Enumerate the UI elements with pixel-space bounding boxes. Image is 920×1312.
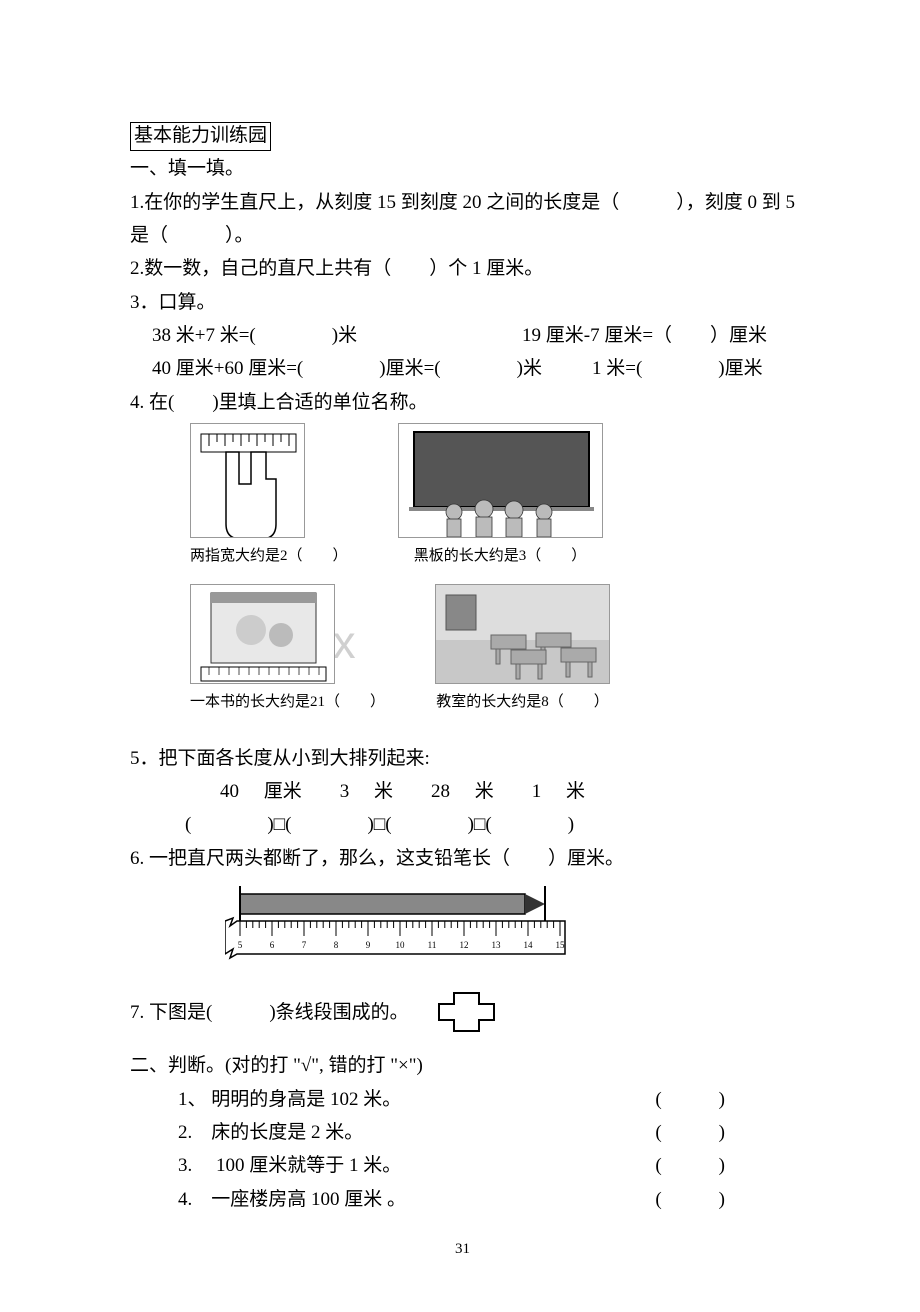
q2: 2.数一数，自己的直尺上共有（ ）个 1 厘米。 [130, 253, 795, 284]
q4-row2: 一本书的长大约是21（ ） 教室的长大约是8（ ） [190, 584, 795, 715]
svg-text:10: 10 [396, 940, 406, 950]
q5-values: 40 厘米 3 米 28 米 1 米 [130, 776, 795, 807]
q7-title: 7. 下图是( )条线段围成的。 [130, 997, 409, 1028]
q3-row2: 40 厘米+60 厘米=( )厘米=( )米 1 米=( )厘米 [130, 353, 795, 384]
header-box-wrap: 基本能力训练园 [130, 120, 795, 151]
q4-cell3: 一本书的长大约是21（ ） [190, 584, 385, 715]
svg-text:6: 6 [270, 940, 275, 950]
q4-cell1: 两指宽大约是2（ ） [190, 423, 348, 569]
broken-ruler-figure: 5 6 7 8 9 10 11 12 13 14 15 [225, 886, 795, 976]
q4-cap4: 教室的长大约是8（ ） [435, 690, 610, 715]
page-number: 31 [130, 1237, 795, 1262]
q7-row: 7. 下图是( )条线段围成的。 [130, 988, 795, 1036]
s2-q4-text: 4. 一座楼房高 100 厘米 。 [178, 1184, 406, 1215]
q3-r1c1: 38 米+7 米=( )米 [152, 320, 522, 351]
book-icon [190, 584, 335, 684]
svg-text:7: 7 [302, 940, 307, 950]
classroom-icon [435, 584, 610, 684]
q3-title: 3．口算。 [130, 287, 795, 318]
q4-cap2: 黑板的长大约是3（ ） [398, 544, 603, 569]
q1-line1: 1.在你的学生直尺上，从刻度 15 到刻度 20 之间的长度是（ ），刻度 0 … [130, 187, 795, 218]
section2-title: 二、判断。(对的打 "√", 错的打 "×") [130, 1050, 795, 1081]
svg-text:12: 12 [460, 940, 469, 950]
svg-text:14: 14 [524, 940, 534, 950]
q3-row1: 38 米+7 米=( )米 19 厘米-7 厘米=（ ）厘米 [130, 320, 795, 351]
q3-r1c2: 19 厘米-7 厘米=（ ）厘米 [522, 320, 795, 351]
q4-title: 4. 在( )里填上合适的单位名称。 [130, 387, 795, 418]
q3-r2c1: 40 厘米+60 厘米=( )厘米=( )米 [152, 353, 592, 384]
s2-q4: 4. 一座楼房高 100 厘米 。 ( ) [130, 1184, 795, 1215]
q4-cap1: 两指宽大约是2（ ） [190, 544, 348, 569]
q4-cap3: 一本书的长大约是21（ ） [190, 690, 385, 715]
s2-q3: 3. 100 厘米就等于 1 米。 ( ) [130, 1150, 795, 1181]
pencil-ruler-icon: 5 6 7 8 9 10 11 12 13 14 15 [225, 886, 570, 966]
q5-blanks: ( )□( )□( )□( ) [130, 809, 795, 840]
fingers-ruler-icon [190, 423, 305, 538]
blackboard-icon [398, 423, 603, 538]
q3-r2c2: 1 米=( )厘米 [592, 353, 795, 384]
q5-title: 5．把下面各长度从小到大排列起来: [130, 743, 795, 774]
header-box: 基本能力训练园 [130, 122, 271, 151]
s2-q3-blank: ( ) [655, 1150, 725, 1181]
svg-text:13: 13 [492, 940, 502, 950]
s2-q2-blank: ( ) [655, 1117, 725, 1148]
q6-title: 6. 一把直尺两头都断了，那么，这支铅笔长（ ）厘米。 [130, 843, 795, 874]
svg-text:5: 5 [238, 940, 243, 950]
svg-text:9: 9 [366, 940, 371, 950]
q4-cell4: 教室的长大约是8（ ） [435, 584, 610, 715]
cross-shape-icon [434, 988, 499, 1036]
s2-q1-blank: ( ) [655, 1084, 725, 1115]
s2-q4-blank: ( ) [655, 1184, 725, 1215]
s2-q1-text: 1、 明明的身高是 102 米。 [178, 1084, 401, 1115]
svg-text:8: 8 [334, 940, 339, 950]
q4-row1: 两指宽大约是2（ ） 黑板的长大约是3（ ） [190, 423, 795, 569]
s2-q2-text: 2. 床的长度是 2 米。 [178, 1117, 363, 1148]
svg-text:15: 15 [556, 940, 566, 950]
section1-title: 一、填一填。 [130, 153, 795, 184]
s2-q3-text: 3. 100 厘米就等于 1 米。 [178, 1150, 401, 1181]
s2-q1: 1、 明明的身高是 102 米。 ( ) [130, 1084, 795, 1115]
s2-q2: 2. 床的长度是 2 米。 ( ) [130, 1117, 795, 1148]
svg-text:11: 11 [428, 940, 437, 950]
q1-line2: 是（ ）。 [130, 220, 795, 251]
q4-cell2: 黑板的长大约是3（ ） [398, 423, 603, 569]
